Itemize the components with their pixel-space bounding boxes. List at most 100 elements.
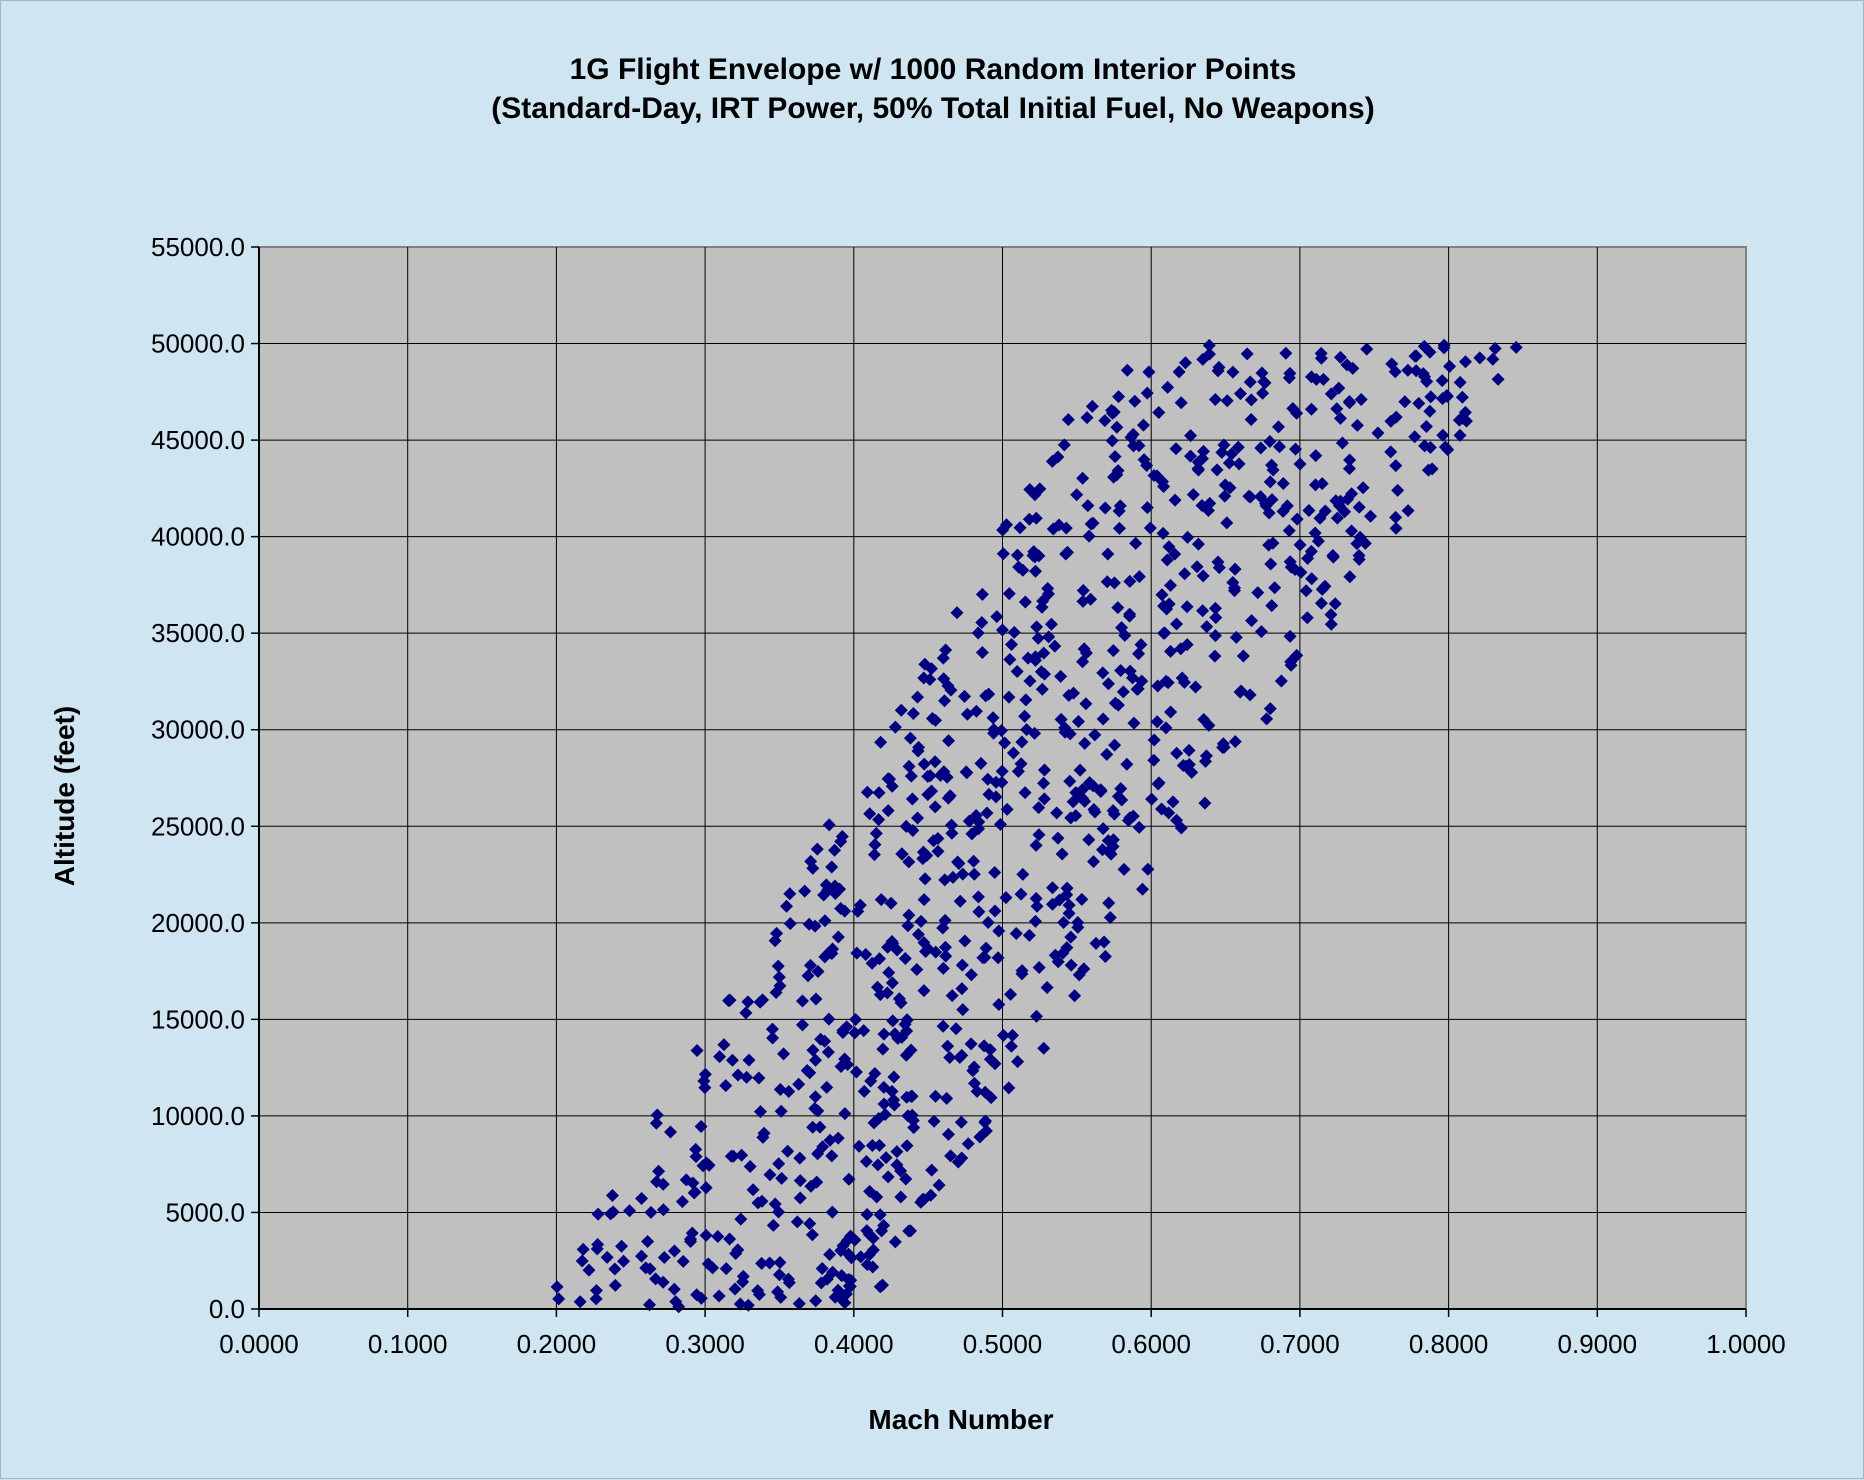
data-point: [793, 1191, 807, 1205]
data-point: [766, 1218, 780, 1232]
data-point: [656, 1203, 670, 1217]
data-point: [806, 1043, 820, 1057]
data-point: [848, 1233, 862, 1247]
x-tick-label: 0.5000: [963, 1329, 1043, 1359]
data-point: [763, 1256, 777, 1270]
x-tick-label: 0.9000: [1558, 1329, 1638, 1359]
data-point: [874, 893, 888, 907]
data-point: [1453, 428, 1467, 442]
data-point: [1087, 855, 1101, 869]
data-point: [919, 945, 933, 959]
data-point: [1184, 449, 1198, 463]
data-point: [1223, 481, 1237, 495]
data-point: [943, 789, 957, 803]
data-point: [723, 1232, 737, 1246]
data-point: [825, 1149, 839, 1163]
data-point: [929, 945, 943, 959]
data-point: [1389, 459, 1403, 473]
data-point: [871, 1158, 885, 1172]
data-point: [783, 917, 797, 931]
data-point: [1199, 749, 1213, 763]
data-point: [772, 1157, 786, 1171]
data-point: [928, 755, 942, 769]
data-point: [1288, 563, 1302, 577]
data-point: [979, 941, 993, 955]
data-point: [1028, 550, 1042, 564]
data-point: [1145, 792, 1159, 806]
data-point: [1168, 493, 1182, 507]
data-point: [967, 854, 981, 868]
data-point: [1208, 393, 1222, 407]
data-point: [872, 1138, 886, 1152]
data-point: [999, 891, 1013, 905]
data-point: [831, 930, 845, 944]
data-point: [782, 1276, 796, 1290]
data-point: [1276, 504, 1290, 518]
data-point: [1082, 529, 1096, 543]
data-point: [822, 1012, 836, 1026]
data-point: [782, 1084, 796, 1098]
data-point: [550, 1280, 564, 1294]
data-point: [1423, 345, 1437, 359]
data-point: [843, 1280, 857, 1294]
data-point: [811, 965, 825, 979]
data-point: [1437, 338, 1451, 352]
data-point: [1458, 355, 1472, 369]
data-point: [1147, 753, 1161, 767]
data-point: [951, 855, 965, 869]
data-point: [903, 731, 917, 745]
data-point: [1103, 911, 1117, 925]
data-point: [956, 1003, 970, 1017]
data-point: [1060, 881, 1074, 895]
data-point: [995, 775, 1009, 789]
data-point: [1222, 456, 1236, 470]
data-point: [1098, 414, 1112, 428]
data-point: [1018, 786, 1032, 800]
data-point: [850, 946, 864, 960]
data-point: [1202, 338, 1216, 352]
data-point: [1076, 583, 1090, 597]
data-point: [987, 726, 1001, 740]
data-point: [1389, 510, 1403, 524]
data-point: [1257, 375, 1271, 389]
data-point: [1364, 509, 1378, 523]
data-point: [980, 806, 994, 820]
data-point: [773, 1256, 787, 1270]
data-point: [1231, 440, 1245, 454]
data-point: [792, 1077, 806, 1091]
data-point: [1098, 949, 1112, 963]
y-tick-label: 50000.0: [151, 329, 245, 359]
data-point: [1243, 375, 1257, 389]
data-point: [1032, 960, 1046, 974]
data-point: [910, 690, 924, 704]
data-point: [726, 1149, 740, 1163]
data-point: [894, 1190, 908, 1204]
data-point: [979, 689, 993, 703]
data-point: [650, 1108, 664, 1122]
data-point: [1168, 547, 1182, 561]
data-point: [1048, 639, 1062, 653]
data-point: [809, 1294, 823, 1308]
data-point: [873, 988, 887, 1002]
data-point: [924, 662, 938, 676]
data-point: [1159, 721, 1173, 735]
data-point: [1191, 537, 1205, 551]
data-point: [1129, 536, 1143, 550]
data-point: [981, 772, 995, 786]
data-point: [1398, 395, 1412, 409]
data-point: [1265, 458, 1279, 472]
data-point: [1299, 584, 1313, 598]
data-point: [1260, 712, 1274, 726]
data-point: [808, 919, 822, 933]
data-point: [865, 1138, 879, 1152]
data-point: [790, 1215, 804, 1229]
data-point: [573, 1295, 587, 1309]
data-point: [911, 811, 925, 825]
data-point: [866, 1231, 880, 1245]
data-point: [983, 1052, 997, 1066]
data-point: [945, 989, 959, 1003]
data-point: [971, 890, 985, 904]
data-point: [1046, 522, 1060, 536]
data-point: [1140, 458, 1154, 472]
data-point: [923, 673, 937, 687]
